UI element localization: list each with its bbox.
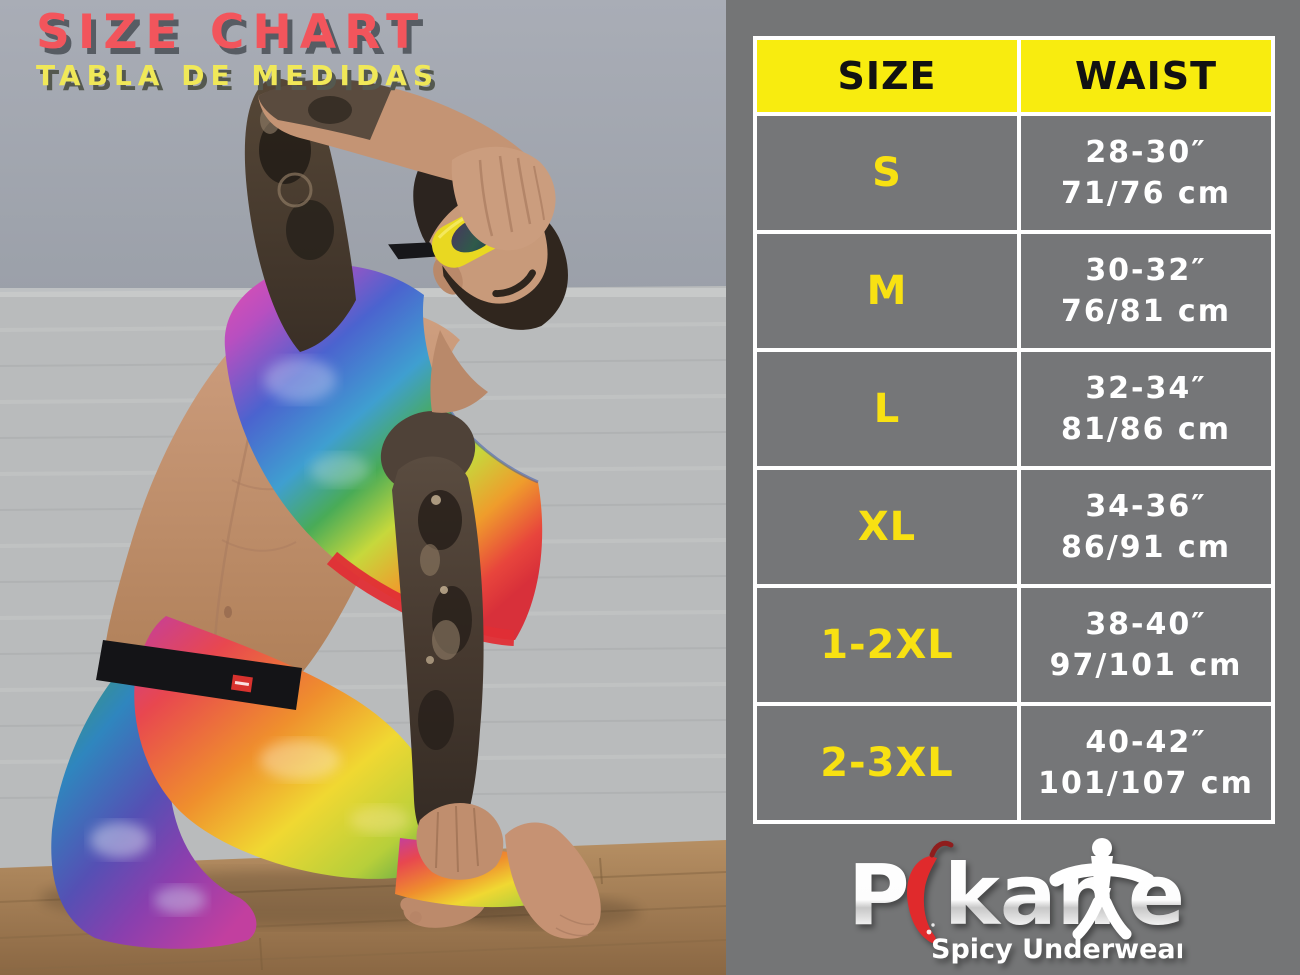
hand-on-ankle <box>416 802 504 880</box>
waist-inches: 40-42″ <box>1085 724 1207 760</box>
waist-cell-1-2xl: 38-40″ 97/101 cm <box>1021 588 1271 702</box>
size-cell-2-3xl: 2-3XL <box>757 706 1017 820</box>
leggings-waistband <box>96 616 443 879</box>
mustache <box>492 269 536 298</box>
model-photo-illustration <box>0 0 726 975</box>
brand-waistband-tag <box>230 674 253 693</box>
size-cell-xl: XL <box>757 470 1017 584</box>
tattoo-sleeve-arm <box>380 410 504 880</box>
waist-inches: 32-34″ <box>1085 370 1207 406</box>
waist-cell-m: 30-32″ 76/81 cm <box>1021 234 1271 348</box>
raised-arm <box>244 78 556 353</box>
waist-inches: 30-32″ <box>1085 252 1207 288</box>
size-cell-s: S <box>757 116 1017 230</box>
column-header-size: SIZE <box>757 40 1017 112</box>
chili-pepper-icon <box>906 840 954 943</box>
brand-logo: P kan e Spicy Underwear <box>848 834 1190 966</box>
hand-on-head <box>451 146 556 251</box>
waist-cell-s: 28-30″ 71/76 cm <box>1021 116 1271 230</box>
waist-cm: 76/81 cm <box>1061 294 1231 329</box>
header-titles: SIZE CHART TABLA DE MEDIDAS <box>36 5 440 93</box>
size-cell-1-2xl: 1-2XL <box>757 588 1017 702</box>
logo-letter-p: P <box>848 846 910 944</box>
logo-tagline: Spicy Underwear <box>931 934 1182 965</box>
model-figure <box>51 78 601 949</box>
waist-cm: 71/76 cm <box>1061 176 1231 211</box>
waist-cm: 97/101 cm <box>1049 648 1243 683</box>
page-subtitle: TABLA DE MEDIDAS <box>36 59 440 93</box>
woman-face-tattoo <box>432 620 460 660</box>
page-title: SIZE CHART <box>36 5 427 60</box>
size-cell-m: M <box>757 234 1017 348</box>
waist-inches: 34-36″ <box>1085 488 1207 524</box>
logo-letter-e: e <box>1128 846 1182 944</box>
waist-cm: 81/86 cm <box>1061 412 1231 447</box>
pikante-logo: P kan e Spicy Underwear <box>848 838 1190 965</box>
waist-cm: 86/91 cm <box>1061 530 1231 565</box>
waist-cell-l: 32-34″ 81/86 cm <box>1021 352 1271 466</box>
waist-cell-2-3xl: 40-42″ 101/107 cm <box>1021 706 1271 820</box>
sunglasses-strap <box>388 242 438 260</box>
waist-inches: 28-30″ <box>1085 134 1207 170</box>
rainbow-leggings-back-leg <box>51 640 257 949</box>
column-header-waist: WAIST <box>1021 40 1271 112</box>
man-silhouette-icon <box>1049 838 1155 940</box>
neck <box>430 330 488 413</box>
model-photo <box>0 0 726 975</box>
logo-letters-kan: kan <box>944 846 1116 944</box>
waist-cm: 101/107 cm <box>1038 766 1254 801</box>
size-chart-table: SIZE WAIST S 28-30″ 71/76 cm M 30-32″ 76… <box>753 36 1275 824</box>
front-foot <box>505 822 601 939</box>
waist-inches: 38-40″ <box>1085 606 1207 642</box>
size-cell-l: L <box>757 352 1017 466</box>
waist-cell-xl: 34-36″ 86/91 cm <box>1021 470 1271 584</box>
beard <box>442 214 568 330</box>
